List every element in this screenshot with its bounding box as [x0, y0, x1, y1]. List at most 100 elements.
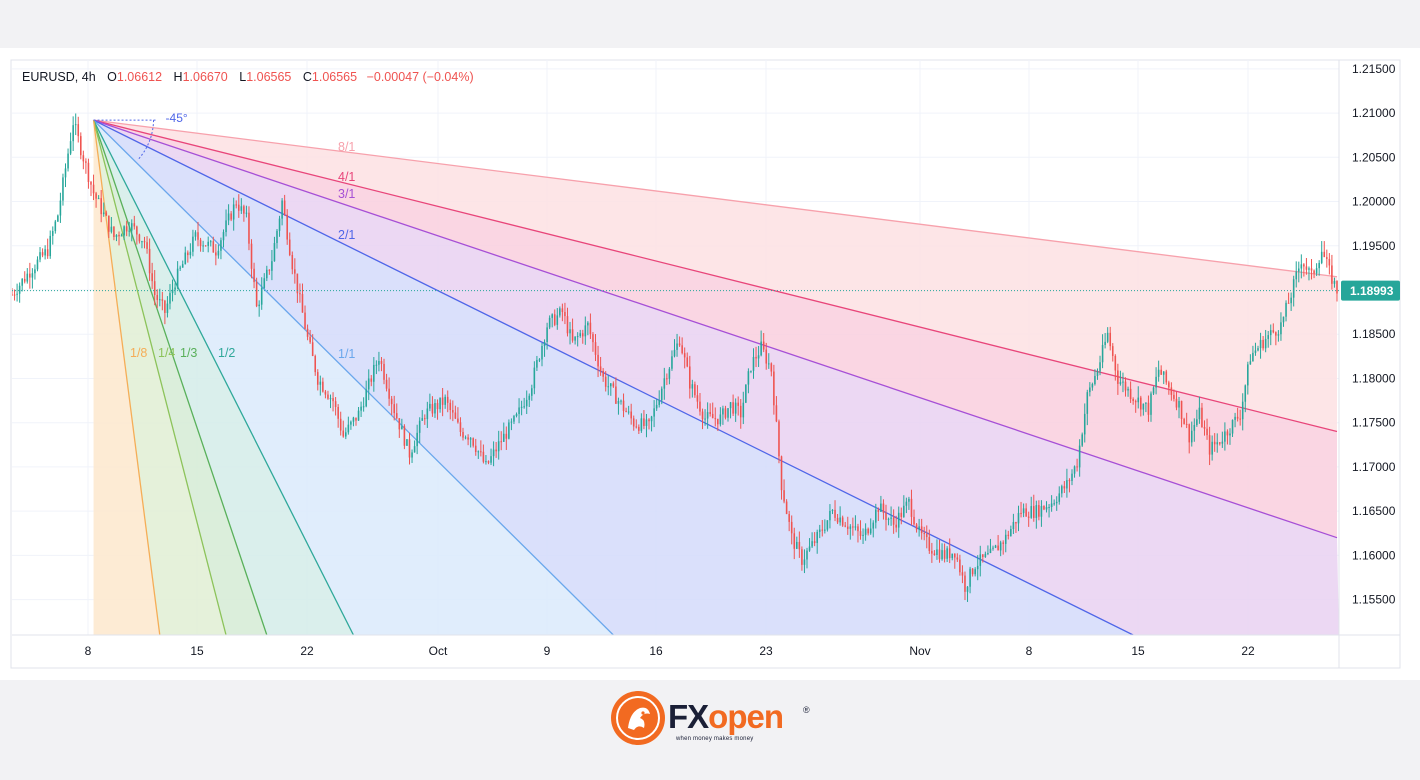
candle-body	[250, 243, 253, 269]
candle-body	[1336, 280, 1338, 294]
candle-body	[757, 355, 760, 359]
candle-body	[64, 168, 67, 178]
candle-body	[762, 341, 765, 350]
price-chart[interactable]: -45° 8/1 4/1 3/1 2/1 1/1 1/2 1/3 1/4 1/8 1.21500 1…	[0, 0, 1420, 680]
candle-body	[202, 245, 204, 247]
candle-body	[1170, 387, 1173, 395]
candle-body	[276, 230, 278, 244]
candle-body	[324, 391, 327, 395]
candle-body	[635, 426, 638, 428]
y-tick-label: 1.20000	[1352, 195, 1396, 209]
fan-label-1-2: 1/2	[218, 346, 235, 360]
candle-body	[153, 281, 156, 296]
candle-body	[622, 400, 625, 411]
candle-body	[719, 414, 722, 425]
candle-body	[141, 241, 143, 243]
fan-line-1-8	[92, 120, 161, 635]
candle-body	[645, 419, 648, 426]
symbol-label[interactable]: EURUSD	[22, 70, 75, 84]
candle-body	[26, 273, 29, 282]
candle-body	[1091, 384, 1094, 388]
candle-body	[648, 419, 650, 422]
candle-body	[696, 395, 699, 402]
candle-body	[1160, 369, 1162, 375]
candle-body	[1313, 270, 1315, 274]
candle-body	[579, 333, 582, 337]
candle-body	[1188, 424, 1191, 443]
candle-body	[360, 406, 362, 411]
candle-body	[1101, 344, 1104, 363]
candle-body	[857, 526, 859, 532]
candle-body	[329, 398, 332, 400]
fan-fill-3-1	[93, 120, 1339, 635]
candle-body	[584, 325, 587, 337]
candle-body	[388, 388, 390, 399]
candle-body	[638, 426, 640, 431]
candle-body	[808, 546, 811, 551]
candle-body	[1048, 507, 1050, 509]
candle-body	[423, 418, 426, 420]
candle-body	[1157, 369, 1160, 377]
candle-body	[1300, 264, 1303, 269]
candle-body	[166, 303, 169, 313]
candle-body	[864, 528, 867, 535]
candle-body	[867, 528, 869, 534]
candle-body	[235, 204, 238, 206]
interval-label[interactable]: 4h	[81, 70, 96, 84]
candle-body	[1145, 402, 1147, 404]
candle-body	[574, 336, 576, 341]
candle-body	[278, 218, 281, 231]
candle-body	[1055, 501, 1058, 504]
candle-body	[1022, 508, 1025, 514]
candle-body	[146, 242, 148, 249]
candle-body	[897, 512, 900, 528]
candle-body	[1134, 400, 1137, 403]
candle-body	[829, 510, 831, 521]
candle-body	[523, 406, 525, 408]
candle-body	[176, 268, 179, 288]
candle-body	[347, 424, 350, 433]
candle-body	[892, 517, 895, 525]
candle-body	[905, 501, 908, 506]
candle-body	[663, 378, 666, 389]
candle-body	[1038, 505, 1040, 517]
fan-label-1-3: 1/3	[180, 346, 197, 360]
fan-label-4-1: 4/1	[338, 170, 355, 184]
time-axis[interactable]: 8 15 22 Oct 9 16 23 Nov 8 15 22	[85, 644, 1255, 658]
candle-body	[1066, 480, 1068, 489]
candle-body	[877, 509, 880, 512]
candle-body	[681, 345, 683, 354]
candle-body	[1137, 397, 1140, 403]
candle-body	[760, 341, 762, 356]
candle-body	[23, 278, 26, 282]
close-label: C	[302, 70, 312, 84]
candle-body	[790, 521, 793, 534]
candle-body	[334, 401, 337, 407]
candle-body	[248, 212, 250, 244]
candle-body	[803, 559, 806, 565]
candle-body	[1183, 418, 1185, 424]
candle-body	[979, 554, 982, 566]
candle-body	[543, 341, 546, 346]
candle-body	[452, 410, 454, 413]
candle-body	[612, 383, 615, 387]
candle-body	[1244, 385, 1247, 402]
candle-body	[161, 299, 164, 301]
candle-body	[1297, 268, 1300, 272]
high-label: H	[173, 70, 183, 84]
candle-body	[108, 215, 110, 232]
candle-body	[464, 437, 467, 439]
candle-body	[143, 241, 146, 243]
candle-body	[294, 269, 296, 274]
candle-body	[243, 206, 245, 214]
open-value: 1.06612	[116, 70, 163, 84]
candle-body	[999, 542, 1002, 551]
candle-body	[908, 498, 910, 502]
candle-body	[610, 383, 612, 387]
fan-line-1-2	[92, 119, 355, 635]
candle-body	[1262, 339, 1264, 349]
candle-body	[138, 234, 141, 242]
candle-body	[197, 232, 199, 240]
candle-body	[538, 359, 541, 361]
candle-body	[655, 404, 658, 409]
